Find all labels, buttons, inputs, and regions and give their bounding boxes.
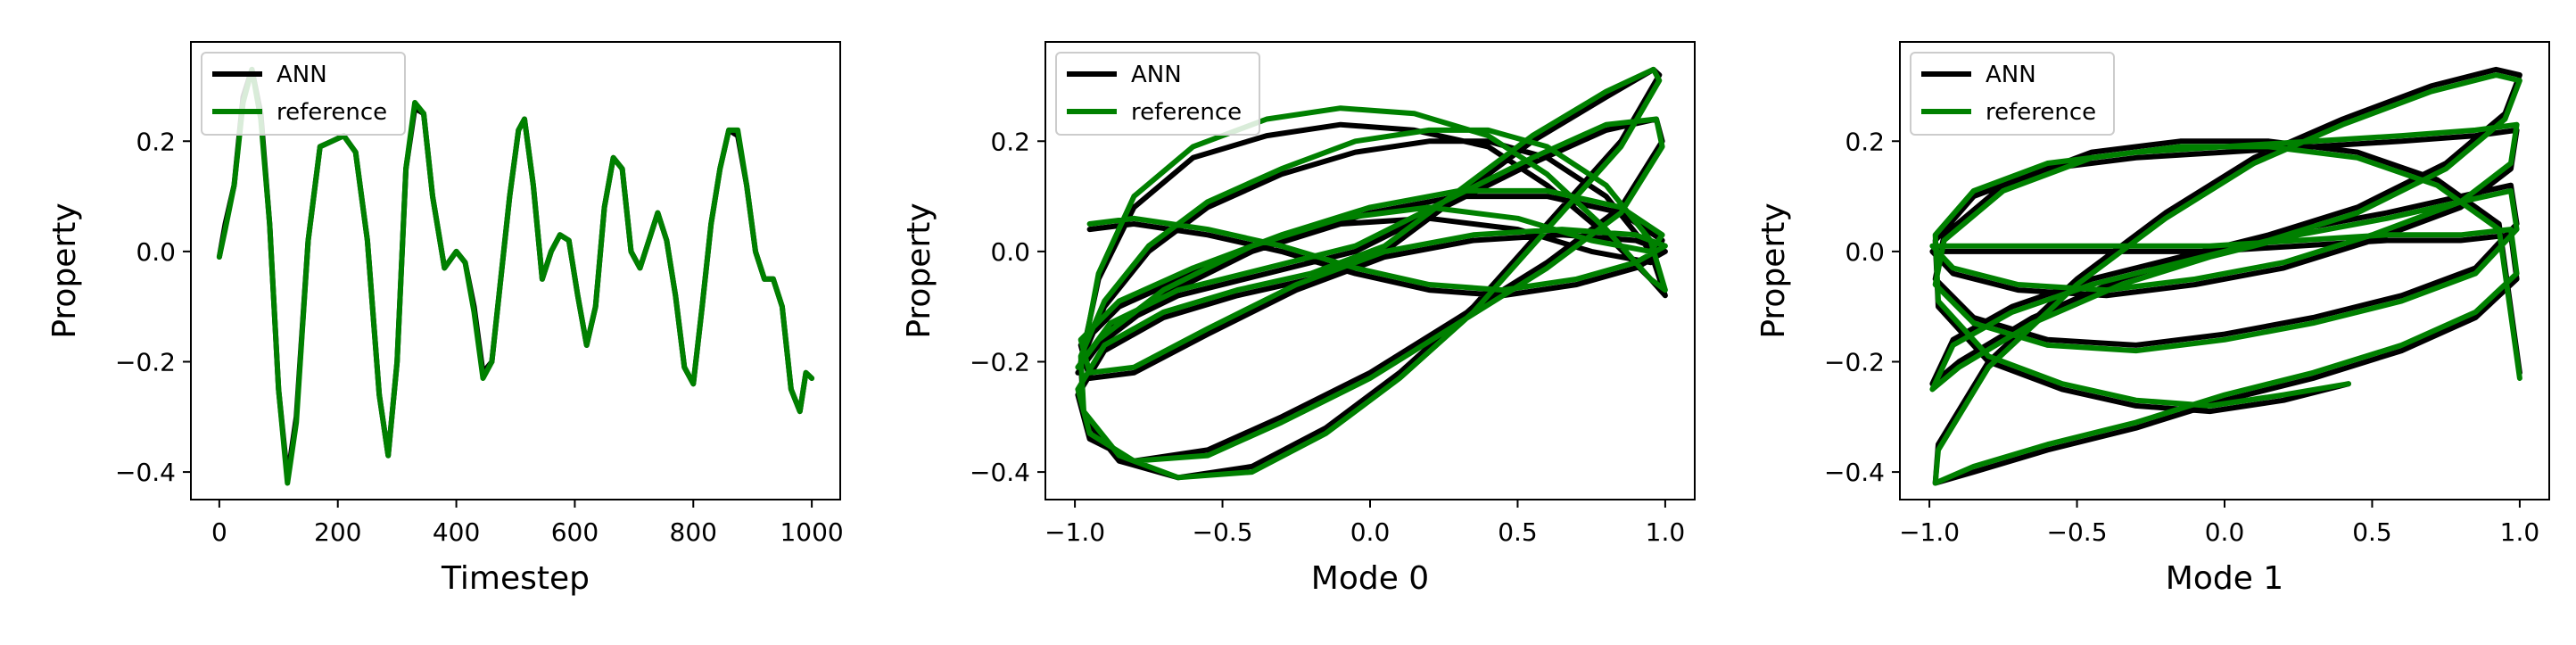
x-tick-label: 0.0 [1350,517,1391,547]
y-tick-label: −0.4 [970,458,1030,487]
x-tick-label: 0.5 [2352,517,2392,547]
x-tick-label: 1.0 [2500,517,2540,547]
y-tick-label: 0.0 [136,237,176,267]
x-tick-label: 200 [314,517,361,547]
legend: ANN reference [201,52,406,136]
y-tick-label: −0.2 [1824,347,1885,376]
y-tick-label: 0.2 [136,127,176,156]
panel-1: 0 200 400 600 800 1000 −0.4 −0.2 0.0 0.2 Timestep P… [46,41,844,597]
legend: ANN reference [1910,52,2115,136]
y-axis-label: Property [46,203,83,338]
x-tick-label: 1.0 [1646,517,1686,547]
x-tick-label: −0.5 [1193,517,1253,547]
y-tick-label: 0.0 [990,237,1030,267]
x-tick-label: 1000 [780,517,843,547]
axes-frame [190,41,841,500]
y-tick-label: −0.4 [1824,458,1885,487]
x-tick-label: 0.0 [2205,517,2245,547]
x-tick-label: 400 [433,517,480,547]
x-tick-label: 0 [211,517,227,547]
series-line-reference [1929,72,2522,486]
legend-label-ann: ANN [1986,62,2036,88]
legend-label-ann: ANN [1131,62,1182,88]
legend-label-reference: reference [1131,99,1242,126]
x-tick-label: −1.0 [1044,517,1105,547]
x-tick-label: 0.5 [1498,517,1538,547]
y-axis-label: Property [901,203,937,338]
y-tick-label: −0.4 [115,458,176,487]
x-tick-label: 600 [551,517,599,547]
series-line-reference [1075,66,1668,481]
y-tick-label: 0.0 [1845,237,1885,267]
y-axis-label: Property [1755,203,1792,338]
legend-label-reference: reference [277,99,387,126]
legend-label-ann: ANN [277,62,327,88]
y-tick-label: 0.2 [1845,127,1885,156]
series-line-reference [216,66,815,486]
series-line-ann [1075,66,1668,481]
panel-3: −1.0 −0.5 0.0 0.5 1.0 −0.4 −0.2 0.0 0.2 Mode 1 Pro… [1755,41,2550,597]
x-tick-label: 800 [670,517,717,547]
legend: ANN reference [1055,52,1260,136]
x-axis-label: Mode 1 [2166,560,2283,597]
y-tick-label: 0.2 [990,127,1030,156]
x-axis-label: Mode 0 [1311,560,1429,597]
x-tick-label: −1.0 [1899,517,1960,547]
x-tick-label: −0.5 [2047,517,2108,547]
panel-2: −1.0 −0.5 0.0 0.5 1.0 −0.4 −0.2 0.0 0.2 Mode 0 Pro… [901,41,1696,597]
x-axis-label: Timestep [441,560,590,597]
y-tick-label: −0.2 [115,347,176,376]
y-tick-label: −0.2 [970,347,1030,376]
legend-label-reference: reference [1986,99,2096,126]
